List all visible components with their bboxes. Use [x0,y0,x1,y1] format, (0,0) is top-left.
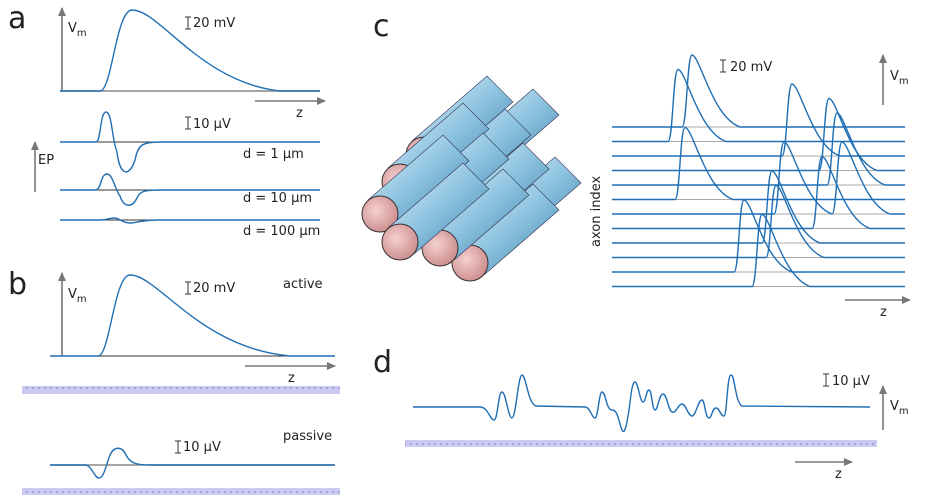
z-label: z [288,371,295,386]
trace [612,199,905,273]
z-label: z [835,467,842,482]
trace [612,97,905,172]
distance-label: d = 10 µm [243,191,312,206]
text: m [77,294,87,305]
distance-label: d = 1 µm [243,147,304,162]
vm-label: Vm [68,21,87,39]
scale-label: 10 µV [832,374,870,389]
trace [612,213,905,288]
scale-label: 20 mV [730,60,772,75]
text: m [77,28,87,39]
panel-label: a [8,1,26,36]
scale-label: 10 µV [193,117,231,132]
text: V [68,287,77,302]
axon-end [361,195,399,233]
panel-d: d 10 µV Vm z [373,345,909,482]
text: V [68,21,77,36]
vm-label: Vm [68,287,87,305]
z-label: z [296,106,303,121]
trace [612,184,905,259]
text: V [890,399,899,414]
trace [612,54,905,128]
scale-label: 10 µV [183,440,221,455]
trace [612,68,905,143]
vm-label: Vm [890,69,909,87]
text: V [890,69,899,84]
panel-a: a Vm 20 mV z 10 µV EP d = 1 µm d = 10 µm… [8,1,326,239]
axon-end [381,223,419,261]
scale-label: 20 mV [193,281,235,296]
z-label: z [880,305,887,320]
panel-label: d [373,345,392,380]
membrane [22,386,340,394]
text: m [899,76,909,87]
axis-label: axon index [589,176,604,247]
trace [612,155,905,230]
panel-c: c 20 mV Vm axon index z [361,9,911,320]
trace [612,126,905,201]
trace [612,112,905,186]
panel-label: c [373,9,390,44]
panel-b: b Vm 20 mV active z passive 10 µV [8,267,340,495]
membrane [22,488,340,495]
membrane [405,440,877,447]
panel-label: b [8,267,27,302]
trace [612,170,905,244]
axon-traces [612,54,905,288]
ep-label: EP [38,153,54,168]
distance-label: d = 100 µm [243,224,320,239]
trace [612,83,905,157]
trace [612,141,905,215]
axon-bundle [361,75,582,282]
scale-label: 20 mV [193,16,235,31]
text: m [899,406,909,417]
vm-label: Vm [890,399,909,417]
condition-label: passive [283,429,332,444]
condition-label: active [283,277,323,292]
